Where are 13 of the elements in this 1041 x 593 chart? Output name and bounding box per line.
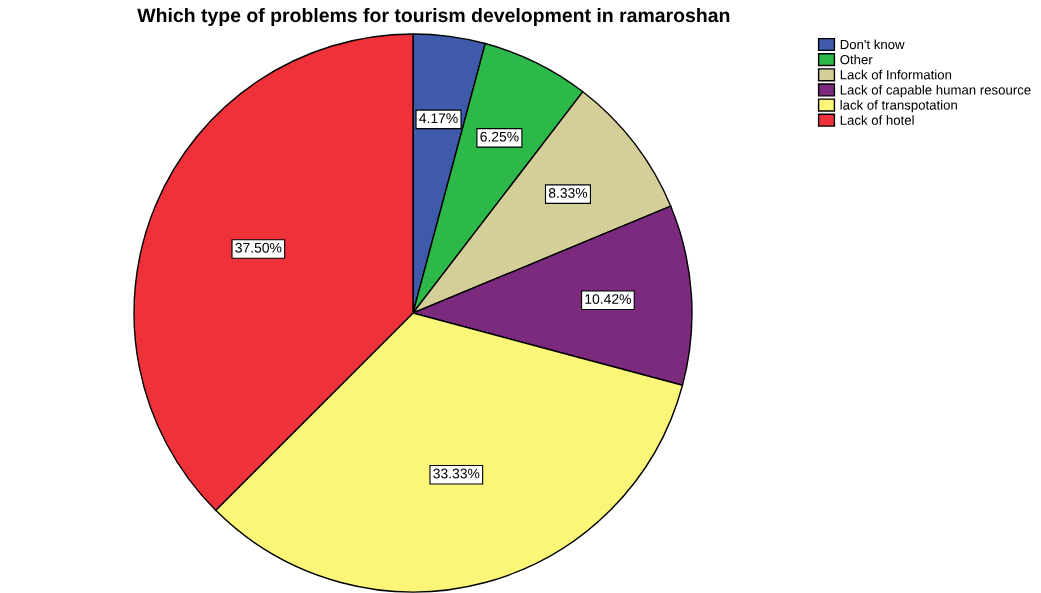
chart-title: Which type of problems for tourism development in ramaroshan xyxy=(137,7,730,27)
data-label: 33.33% xyxy=(433,468,480,479)
legend-label: Lack of hotel xyxy=(840,115,914,125)
legend-label: lack of transpotation xyxy=(840,100,957,113)
data-label: 8.33% xyxy=(548,188,588,198)
legend-label: Don't know xyxy=(840,39,905,50)
data-label: 37.50% xyxy=(235,242,282,253)
legend-label: Lack of Information xyxy=(840,69,952,80)
legend-label: Other xyxy=(840,54,873,65)
data-label: 10.42% xyxy=(585,294,631,304)
data-label: 6.25% xyxy=(480,131,519,142)
legend-label: Lack of capable human resource xyxy=(840,84,1031,98)
data-label: 4.17% xyxy=(419,113,458,124)
